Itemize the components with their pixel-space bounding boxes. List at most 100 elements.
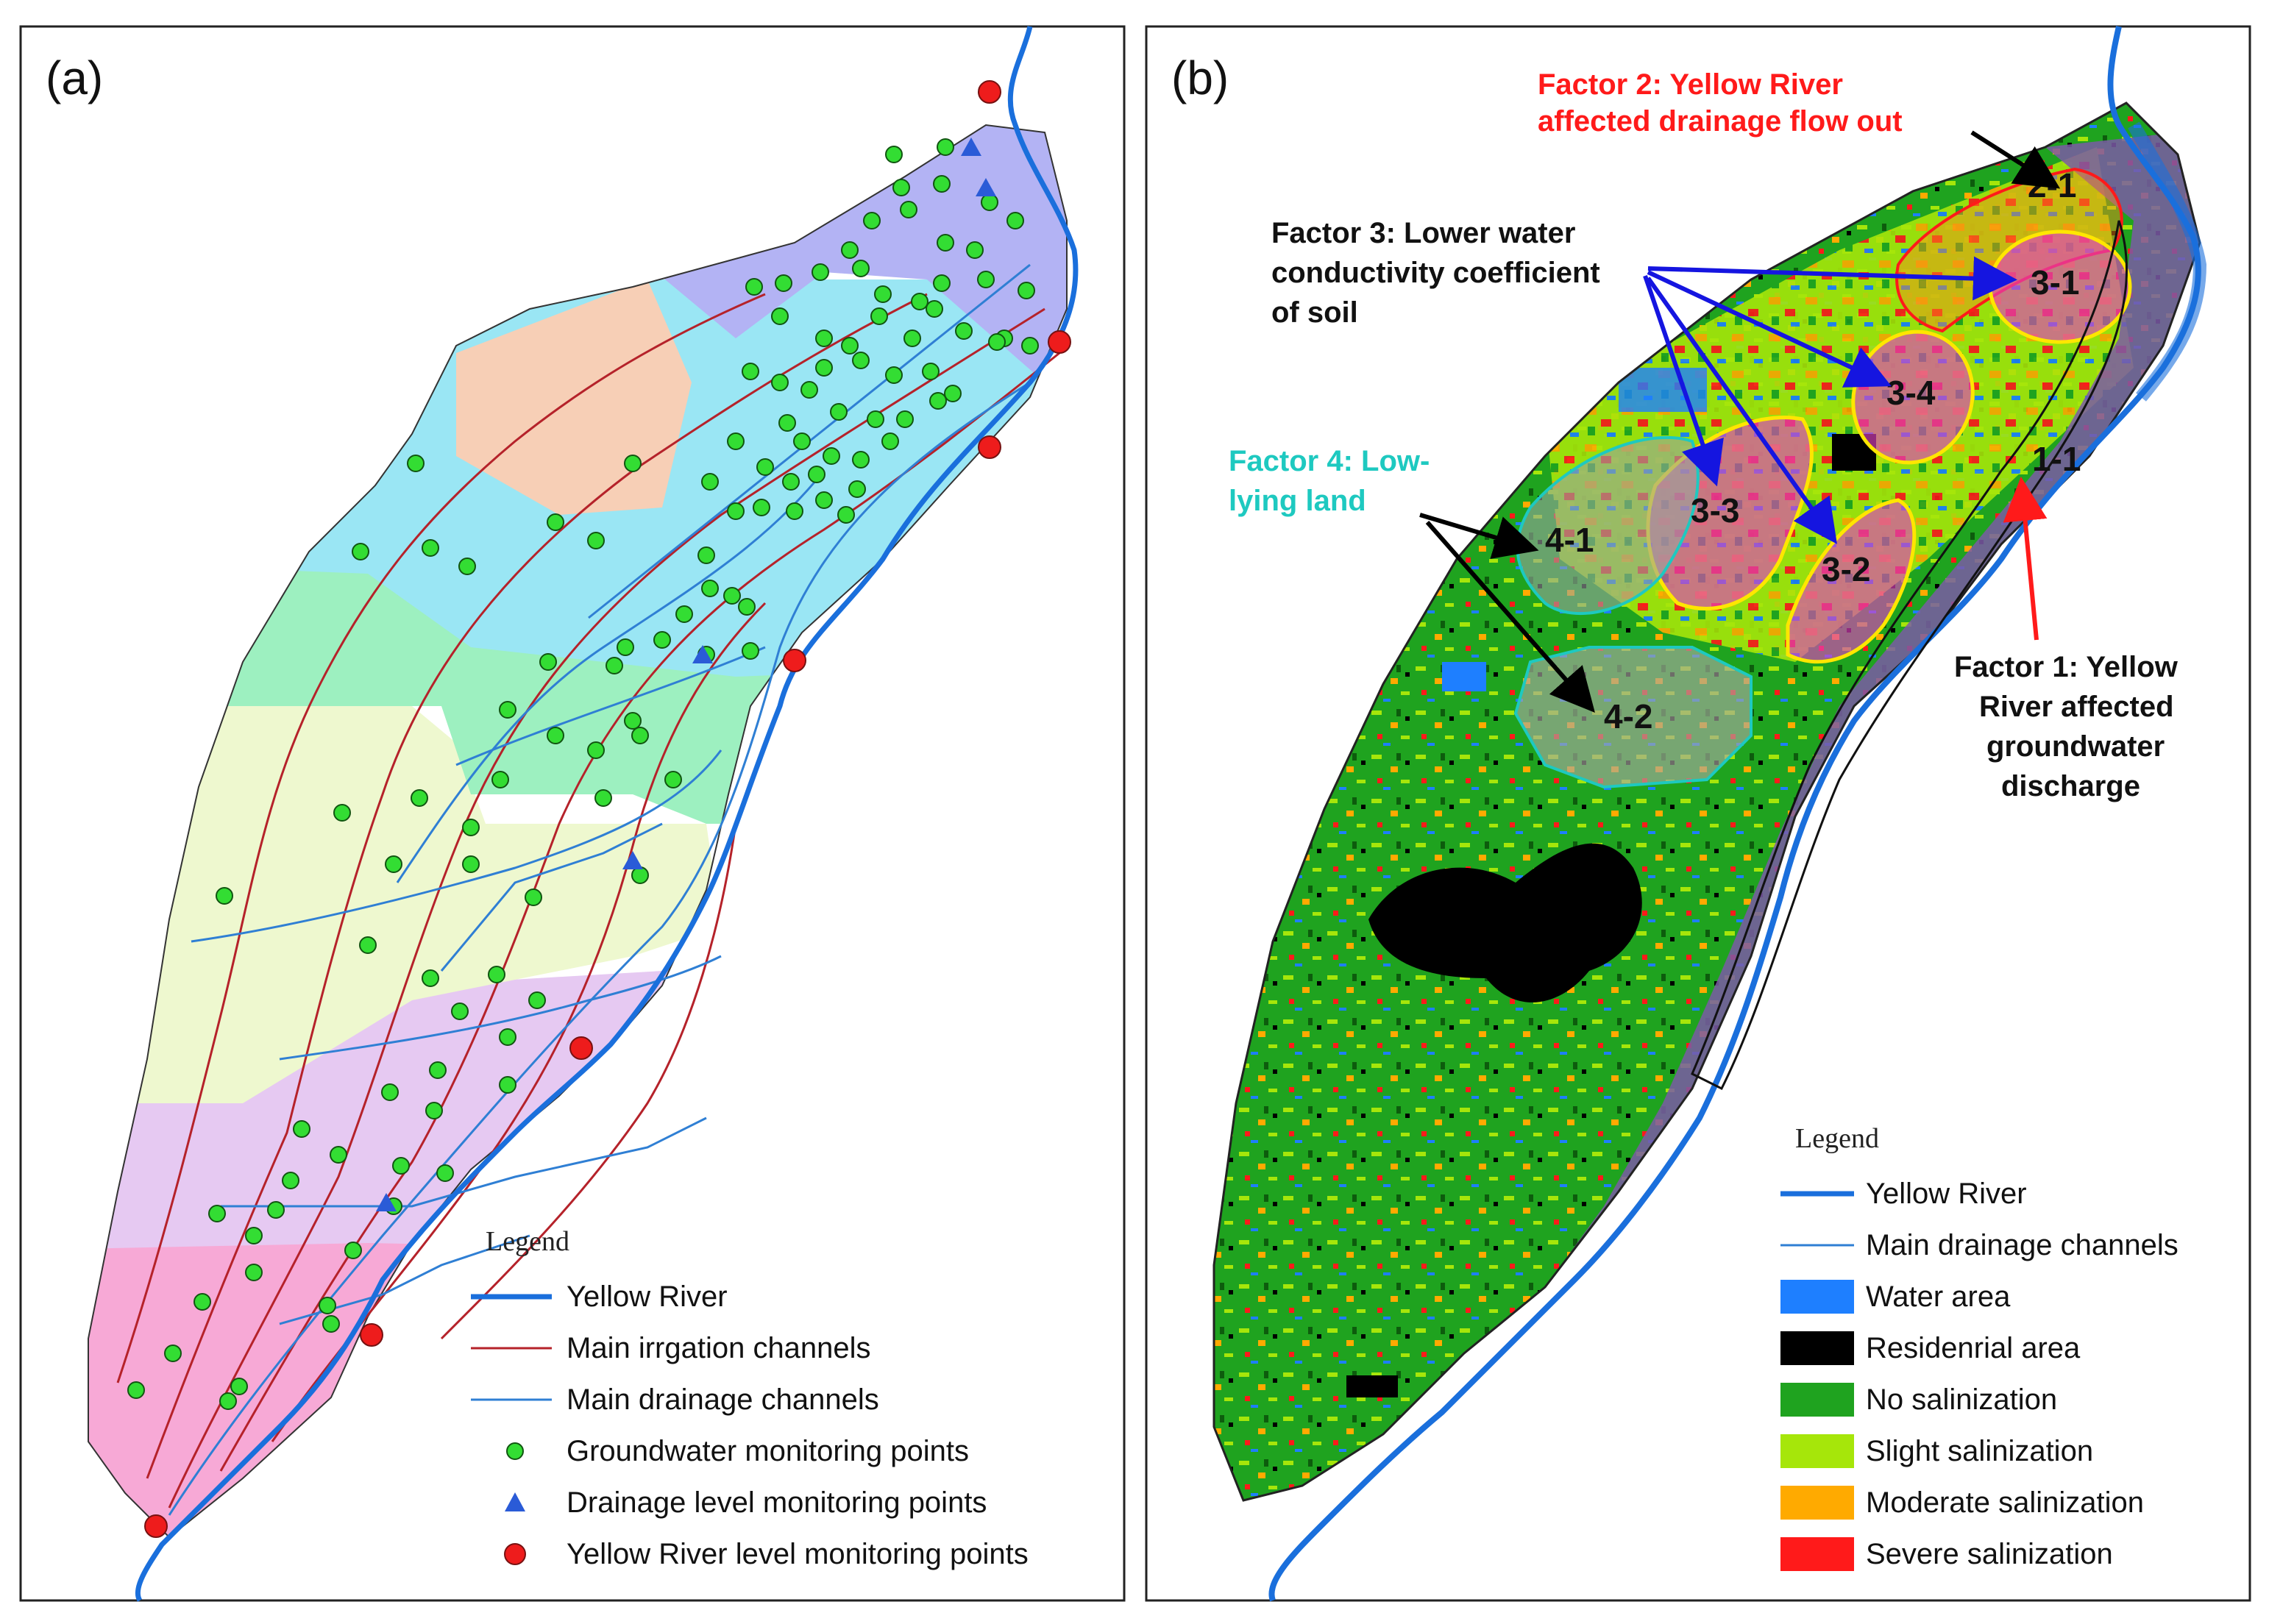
groundwater-point bbox=[1018, 282, 1035, 299]
groundwater-point bbox=[830, 403, 848, 421]
groundwater-points bbox=[127, 138, 1039, 1410]
groundwater-point bbox=[352, 543, 369, 560]
zone-label-3-3: 3-3 bbox=[1691, 491, 1739, 530]
river-level-points bbox=[144, 80, 1071, 1538]
legend-a-label-rlevel: Yellow River level monitoring points bbox=[567, 1538, 1029, 1570]
drainage-level-point bbox=[376, 1193, 397, 1211]
groundwater-point bbox=[547, 513, 564, 531]
zone-label-3-1: 3-1 bbox=[2031, 263, 2079, 302]
groundwater-point bbox=[944, 385, 962, 402]
residential-swatch bbox=[1780, 1331, 1854, 1365]
legend-b-item-water: Water area bbox=[1780, 1280, 2011, 1314]
groundwater-point bbox=[330, 1146, 347, 1164]
groundwater-point bbox=[911, 293, 928, 310]
groundwater-point bbox=[867, 410, 884, 428]
groundwater-point bbox=[815, 359, 833, 377]
groundwater-point bbox=[852, 352, 870, 369]
groundwater-point bbox=[929, 392, 947, 410]
legend-a-label-dlevel: Drainage level monitoring points bbox=[567, 1486, 987, 1519]
groundwater-point bbox=[488, 966, 505, 983]
drainage-channels bbox=[168, 263, 1031, 1516]
groundwater-point bbox=[771, 307, 789, 325]
groundwater-point bbox=[436, 1164, 454, 1182]
zone-label-1-1: 1-1 bbox=[2032, 440, 2081, 478]
yellow-river-b-bank bbox=[2128, 121, 2207, 402]
groundwater-point bbox=[422, 539, 439, 557]
river-level-point bbox=[569, 1036, 593, 1060]
factor-1-line-1: Factor 1: Yellow bbox=[1954, 651, 2179, 683]
groundwater-point bbox=[863, 212, 881, 229]
groundwater-point bbox=[837, 506, 855, 524]
groundwater-point bbox=[786, 502, 803, 520]
factor-3-line-2: conductivity coefficient bbox=[1271, 257, 1600, 289]
groundwater-point bbox=[344, 1242, 362, 1259]
groundwater-point bbox=[870, 307, 888, 325]
river-level-point bbox=[978, 80, 1001, 104]
groundwater-point bbox=[587, 741, 605, 759]
groundwater-point bbox=[425, 1102, 443, 1119]
factor-3-line-1: Factor 3: Lower water bbox=[1271, 217, 1575, 249]
groundwater-point bbox=[966, 241, 984, 259]
river-level-point bbox=[978, 435, 1001, 459]
groundwater-point bbox=[812, 263, 829, 281]
legend-a-item-river: Yellow River bbox=[471, 1281, 728, 1313]
drainage-level-point bbox=[961, 138, 981, 156]
groundwater-point bbox=[896, 410, 914, 428]
legend-b-item-river: Yellow River bbox=[1780, 1178, 2027, 1210]
groundwater-point bbox=[988, 333, 1006, 351]
groundwater-point bbox=[697, 546, 715, 564]
groundwater-point bbox=[624, 712, 642, 730]
legend-a: Legend Yellow River Main irrgation chann… bbox=[471, 1226, 1029, 1570]
moderate-salinization-swatch bbox=[1780, 1486, 1854, 1520]
factor-4-callout: Factor 4: Low- lying land bbox=[1229, 445, 1430, 517]
groundwater-point bbox=[848, 480, 866, 498]
legend-a-item-dlevel: Drainage level monitoring points bbox=[505, 1486, 987, 1519]
legend-b-label-residential: Residenrial area bbox=[1866, 1332, 2081, 1364]
legend-b-item-drainage: Main drainage channels bbox=[1780, 1229, 2179, 1261]
groundwater-point bbox=[771, 374, 789, 391]
zone-label-4-2: 4-2 bbox=[1604, 697, 1652, 736]
groundwater-point bbox=[782, 473, 800, 491]
groundwater-point bbox=[852, 260, 870, 277]
groundwater-point bbox=[319, 1297, 336, 1314]
groundwater-point bbox=[293, 1120, 310, 1138]
groundwater-point bbox=[587, 532, 605, 549]
groundwater-point bbox=[429, 1061, 447, 1079]
groundwater-point bbox=[778, 414, 796, 432]
legend-a-item-gw: Groundwater monitoring points bbox=[506, 1435, 969, 1467]
groundwater-point bbox=[727, 432, 745, 450]
drainage-level-point bbox=[622, 851, 643, 869]
groundwater-point bbox=[193, 1293, 211, 1311]
groundwater-point bbox=[745, 278, 763, 296]
groundwater-point bbox=[499, 1076, 516, 1094]
legend-b-label-drainage: Main drainage channels bbox=[1866, 1229, 2179, 1261]
groundwater-point bbox=[208, 1205, 226, 1222]
groundwater-point bbox=[127, 1381, 145, 1399]
irrigation-channels bbox=[116, 293, 1060, 1509]
groundwater-point bbox=[392, 1157, 410, 1175]
legend-b-label-none: No salinization bbox=[1866, 1383, 2057, 1416]
zone-label-4-1: 4-1 bbox=[1545, 521, 1594, 559]
groundwater-point bbox=[841, 241, 859, 259]
groundwater-point bbox=[219, 1392, 237, 1410]
drainage-level-point bbox=[976, 178, 996, 196]
legend-b-label-river: Yellow River bbox=[1866, 1178, 2027, 1210]
groundwater-point bbox=[900, 201, 917, 218]
no-salinization-swatch bbox=[1780, 1383, 1854, 1417]
groundwater-point bbox=[756, 458, 774, 476]
groundwater-point bbox=[411, 789, 428, 807]
groundwater-point bbox=[738, 598, 756, 616]
red-dot-icon bbox=[504, 1543, 526, 1565]
panel-a: (a) bbox=[19, 25, 1126, 1602]
green-dot-icon bbox=[506, 1442, 524, 1460]
factor-2-callout: Factor 2: Yellow River affected drainage… bbox=[1538, 68, 1903, 138]
groundwater-point bbox=[885, 366, 903, 384]
groundwater-point bbox=[631, 866, 649, 884]
legend-a-title: Legend bbox=[486, 1226, 569, 1257]
legend-a-item-irrigation: Main irrgation channels bbox=[471, 1332, 871, 1364]
groundwater-point bbox=[793, 432, 811, 450]
groundwater-point bbox=[955, 322, 973, 340]
panel-b-label: (b) bbox=[1171, 51, 1229, 104]
legend-b-item-none: No salinization bbox=[1780, 1383, 2057, 1417]
zone-3-2-outline bbox=[1786, 498, 1917, 664]
